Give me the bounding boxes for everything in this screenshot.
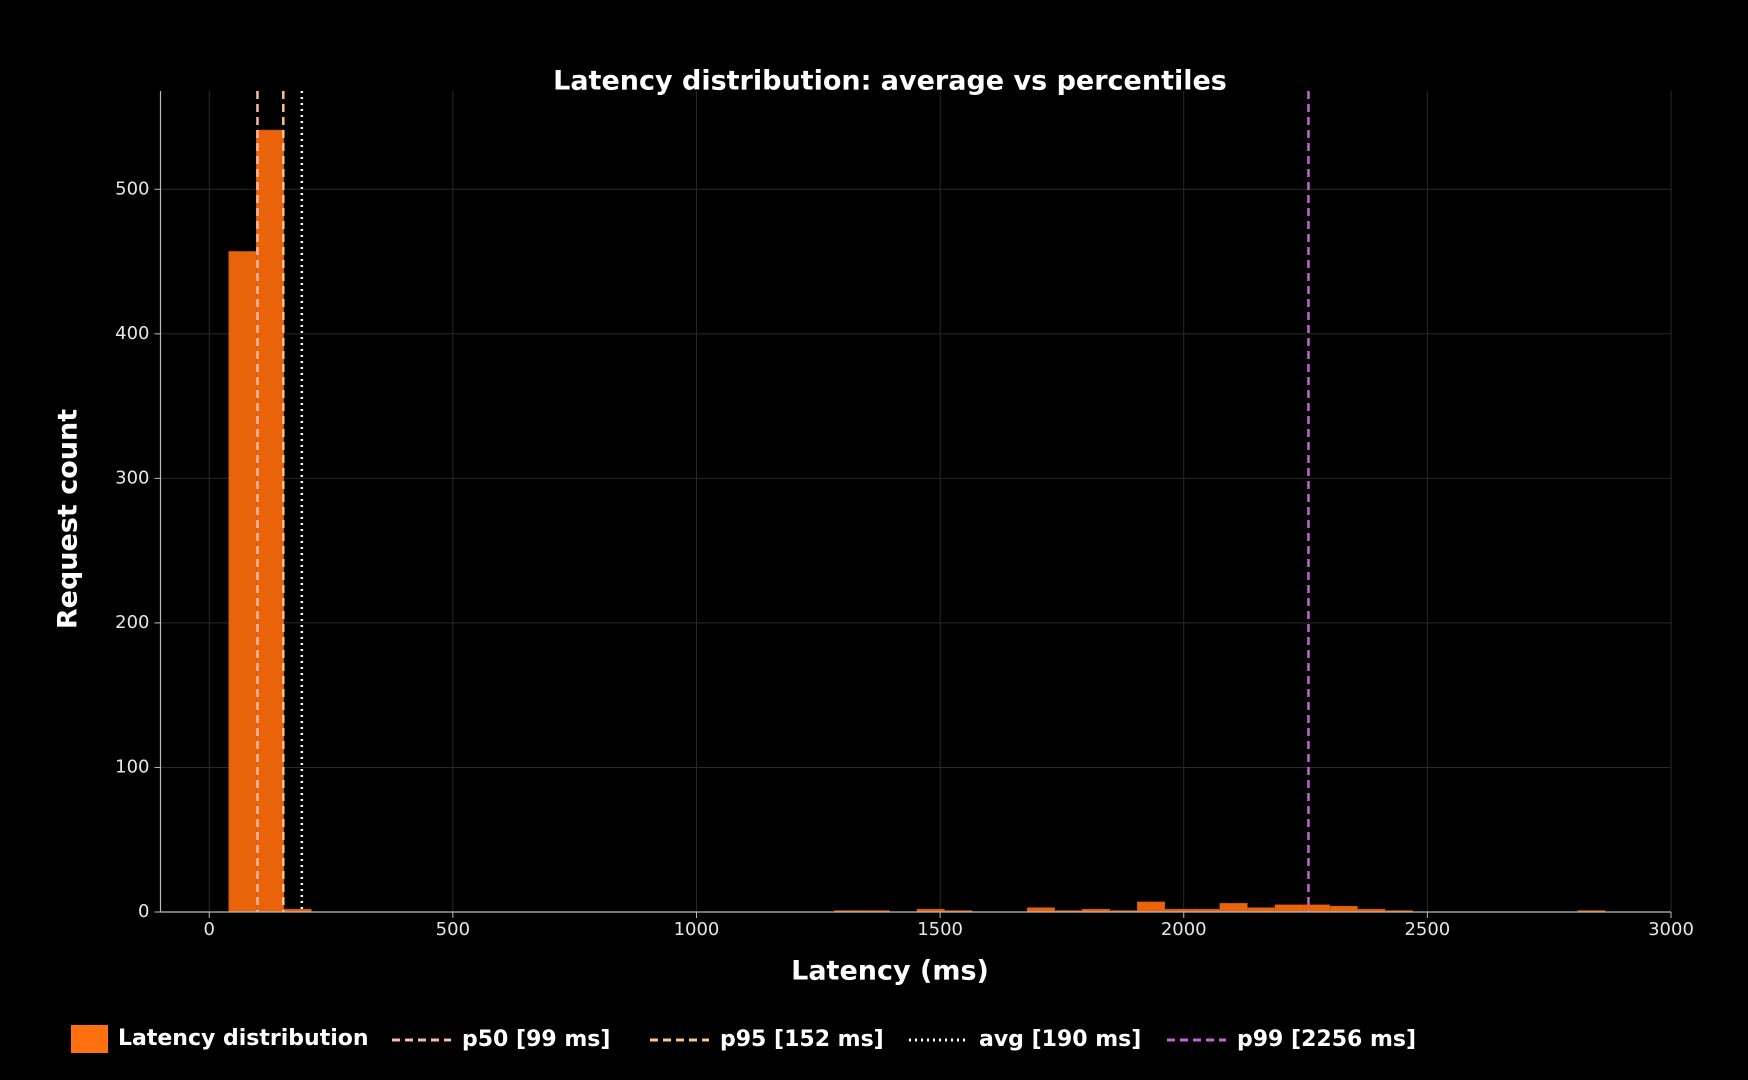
legend-swatch	[71, 1025, 108, 1053]
legend-label: p95 [152 ms]	[720, 1027, 884, 1052]
x-tick-label: 1500	[917, 919, 963, 940]
x-tick-label: 2500	[1404, 919, 1450, 940]
x-tick-label: 3000	[1648, 919, 1694, 940]
y-tick-label: 0	[138, 901, 149, 922]
y-tick-label: 400	[115, 323, 149, 344]
x-axis-label: Latency (ms)	[791, 956, 989, 987]
bar	[1026, 907, 1055, 913]
chart-title: Latency distribution: average vs percent…	[553, 66, 1227, 97]
bar	[1274, 904, 1303, 913]
y-axis-label: Request count	[53, 409, 84, 629]
legend-label: p50 [99 ms]	[462, 1027, 610, 1052]
x-tick-label: 2000	[1161, 919, 1207, 940]
x-tick-label: 0	[203, 919, 214, 940]
bar	[1136, 901, 1165, 913]
y-tick-label: 200	[115, 612, 149, 633]
legend-label: Latency distribution	[118, 1026, 369, 1051]
x-tick-label: 1000	[674, 919, 720, 940]
bar	[228, 251, 257, 913]
bar	[1247, 907, 1276, 913]
bar	[1329, 905, 1358, 913]
bar	[255, 129, 285, 913]
y-tick-label: 300	[115, 467, 149, 488]
y-tick-label: 100	[115, 756, 149, 777]
bar	[1219, 903, 1248, 913]
legend-label: p99 [2256 ms]	[1237, 1027, 1416, 1052]
legend-label: avg [190 ms]	[979, 1027, 1141, 1052]
x-tick-label: 500	[436, 919, 470, 940]
y-tick-label: 500	[115, 178, 149, 199]
bar	[1302, 904, 1331, 913]
